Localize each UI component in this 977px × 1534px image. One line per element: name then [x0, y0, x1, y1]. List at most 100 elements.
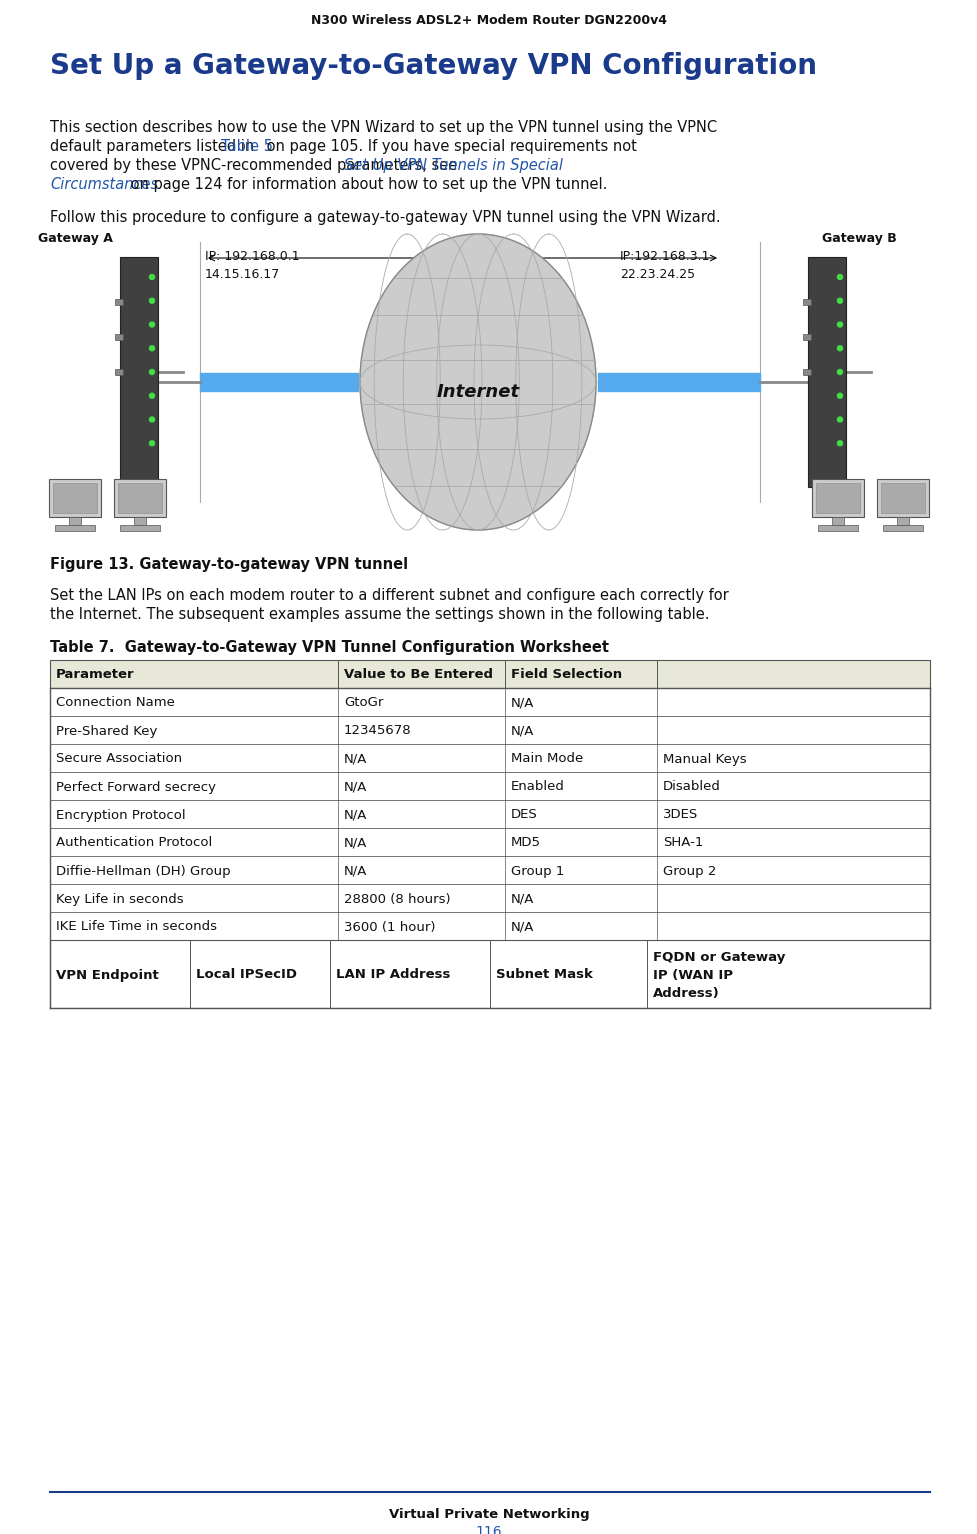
Bar [118, 483, 162, 512]
Bar [50, 828, 929, 856]
Text: on page 124 for information about how to set up the VPN tunnel.: on page 124 for information about how to… [126, 176, 607, 192]
Text: Internet: Internet [436, 384, 519, 400]
Text: Set Up VPN Tunnels in Special: Set Up VPN Tunnels in Special [344, 158, 563, 173]
Circle shape [149, 345, 154, 351]
Bar [817, 525, 857, 531]
Bar [50, 913, 929, 940]
Bar [50, 660, 929, 689]
Bar [49, 479, 101, 517]
Text: Main Mode: Main Mode [510, 753, 582, 765]
Bar [880, 483, 924, 512]
Circle shape [836, 393, 841, 399]
Circle shape [149, 440, 154, 446]
Circle shape [836, 275, 841, 279]
Text: Group 1: Group 1 [510, 865, 564, 877]
Text: Group 2: Group 2 [662, 865, 715, 877]
Bar [882, 525, 922, 531]
Text: 14.15.16.17: 14.15.16.17 [205, 268, 280, 281]
Text: MD5: MD5 [510, 836, 540, 850]
Text: IP:192.168.3.1: IP:192.168.3.1 [619, 250, 709, 262]
Text: Value to Be Entered: Value to Be Entered [344, 669, 492, 681]
Text: Pre-Shared Key: Pre-Shared Key [56, 724, 157, 738]
Circle shape [149, 275, 154, 279]
Bar [50, 772, 929, 801]
Circle shape [836, 345, 841, 351]
Text: N/A: N/A [510, 893, 533, 905]
Bar [115, 334, 123, 341]
Bar [69, 517, 81, 525]
Text: LAN IP Address: LAN IP Address [336, 968, 450, 982]
Circle shape [149, 417, 154, 422]
Bar [815, 483, 859, 512]
Bar [896, 517, 908, 525]
Text: Encryption Protocol: Encryption Protocol [56, 808, 186, 822]
Circle shape [836, 440, 841, 446]
Text: Diffie-Hellman (DH) Group: Diffie-Hellman (DH) Group [56, 865, 231, 877]
Text: IKE Life Time in seconds: IKE Life Time in seconds [56, 920, 217, 934]
Bar [876, 479, 928, 517]
Bar [811, 479, 863, 517]
Bar [53, 483, 97, 512]
Text: Circumstances: Circumstances [50, 176, 158, 192]
Text: Set the LAN IPs on each modem router to a different subnet and configure each co: Set the LAN IPs on each modem router to … [50, 588, 728, 603]
Text: N/A: N/A [344, 781, 367, 793]
Text: Manual Keys: Manual Keys [662, 753, 745, 765]
Bar [802, 334, 810, 341]
Text: Gateway B: Gateway B [821, 232, 896, 245]
Bar [115, 299, 123, 305]
Text: Secure Association: Secure Association [56, 753, 182, 765]
Bar [50, 940, 929, 1008]
Text: N/A: N/A [344, 808, 367, 822]
Bar [50, 689, 929, 716]
Text: GtoGr: GtoGr [344, 696, 383, 710]
Text: Perfect Forward secrecy: Perfect Forward secrecy [56, 781, 216, 793]
Text: Disabled: Disabled [662, 781, 720, 793]
Text: 3DES: 3DES [662, 808, 698, 822]
Text: N/A: N/A [344, 753, 367, 765]
Bar [802, 370, 810, 374]
Circle shape [836, 298, 841, 304]
Bar [55, 525, 95, 531]
Bar [807, 258, 845, 486]
Text: N/A: N/A [344, 836, 367, 850]
Text: N/A: N/A [510, 724, 533, 738]
Text: Set Up a Gateway-to-Gateway VPN Configuration: Set Up a Gateway-to-Gateway VPN Configur… [50, 52, 816, 80]
Text: Virtual Private Networking: Virtual Private Networking [388, 1508, 589, 1522]
Circle shape [149, 298, 154, 304]
Text: This section describes how to use the VPN Wizard to set up the VPN tunnel using : This section describes how to use the VP… [50, 120, 716, 135]
Text: the Internet. The subsequent examples assume the settings shown in the following: the Internet. The subsequent examples as… [50, 607, 708, 621]
Text: Local IPSecID: Local IPSecID [195, 968, 297, 982]
Bar [50, 801, 929, 828]
Bar [50, 744, 929, 772]
Bar [802, 299, 810, 305]
Text: N/A: N/A [510, 920, 533, 934]
Text: IP: 192.168.0.1: IP: 192.168.0.1 [205, 250, 299, 262]
Text: Enabled: Enabled [510, 781, 565, 793]
Circle shape [149, 370, 154, 374]
Circle shape [836, 322, 841, 327]
Text: VPN tunnel: VPN tunnel [454, 250, 524, 262]
Text: 28800 (8 hours): 28800 (8 hours) [344, 893, 450, 905]
Text: Subnet Mask: Subnet Mask [495, 968, 592, 982]
Text: Parameter: Parameter [56, 669, 135, 681]
Text: N/A: N/A [510, 696, 533, 710]
Bar [50, 716, 929, 744]
Text: 22.23.24.25: 22.23.24.25 [619, 268, 695, 281]
Text: N/A: N/A [344, 865, 367, 877]
Bar [134, 517, 146, 525]
Text: Gateway A: Gateway A [38, 232, 112, 245]
Text: covered by these VPNC-recommended parameters, see: covered by these VPNC-recommended parame… [50, 158, 461, 173]
Bar [120, 258, 158, 486]
Bar [50, 856, 929, 884]
Ellipse shape [360, 235, 595, 531]
Text: on page 105. If you have special requirements not: on page 105. If you have special require… [262, 140, 636, 153]
Text: Connection Name: Connection Name [56, 696, 175, 710]
Text: default parameters listed in: default parameters listed in [50, 140, 259, 153]
Bar [50, 884, 929, 913]
Text: Table 5: Table 5 [220, 140, 273, 153]
Bar [831, 517, 843, 525]
Circle shape [836, 370, 841, 374]
Text: FQDN or Gateway
IP (WAN IP
Address): FQDN or Gateway IP (WAN IP Address) [653, 951, 785, 1000]
Circle shape [836, 417, 841, 422]
Text: Authentication Protocol: Authentication Protocol [56, 836, 212, 850]
